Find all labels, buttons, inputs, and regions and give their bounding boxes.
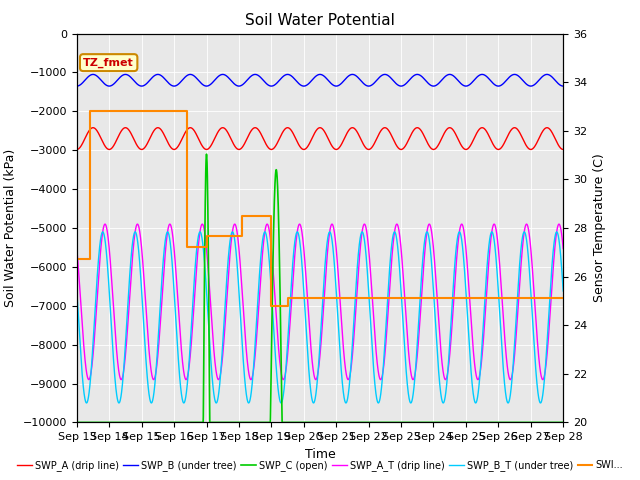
Legend: SWP_A (drip line), SWP_B (under tree), SWP_C (open), SWP_A_T (drip line), SWP_B_: SWP_A (drip line), SWP_B (under tree), S… [13,456,627,475]
Title: Soil Water Potential: Soil Water Potential [245,13,395,28]
X-axis label: Time: Time [305,448,335,461]
Y-axis label: Soil Water Potential (kPa): Soil Water Potential (kPa) [4,149,17,307]
Text: TZ_fmet: TZ_fmet [83,58,134,68]
Y-axis label: Sensor Temperature (C): Sensor Temperature (C) [593,154,605,302]
